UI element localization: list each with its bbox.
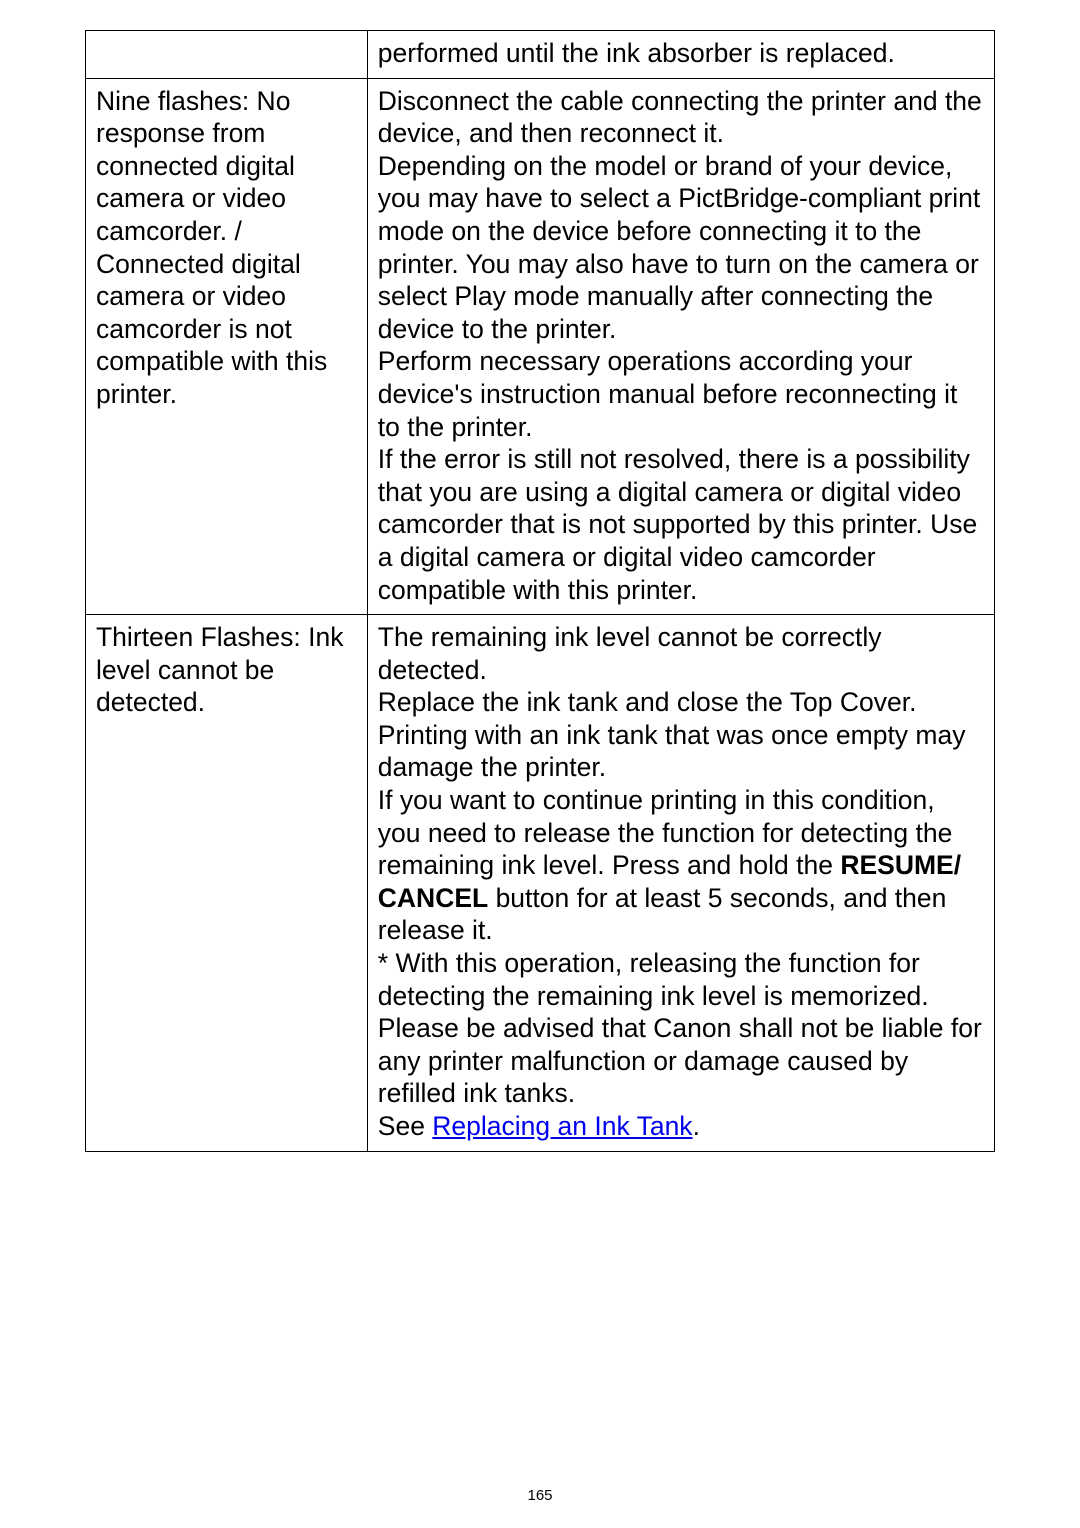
problem-cell: Nine flashes: No response from connected… — [86, 78, 368, 615]
table-row: Thirteen Flashes: Ink level cannot be de… — [86, 615, 995, 1152]
action-cell: performed until the ink absorber is repl… — [367, 31, 994, 79]
replacing-ink-tank-link[interactable]: Replacing an Ink Tank — [432, 1111, 692, 1141]
problem-cell: Thirteen Flashes: Ink level cannot be de… — [86, 615, 368, 1152]
text-segment: . — [693, 1111, 700, 1141]
table-row: performed until the ink absorber is repl… — [86, 31, 995, 79]
problem-cell — [86, 31, 368, 79]
text-segment: The remaining ink level cannot be correc… — [378, 622, 966, 880]
action-cell: Disconnect the cable connecting the prin… — [367, 78, 994, 615]
troubleshooting-table: performed until the ink absorber is repl… — [85, 30, 995, 1152]
page-number: 165 — [0, 1487, 1080, 1504]
page-content: performed until the ink absorber is repl… — [0, 0, 1080, 1152]
text-segment: button for at least 5 seconds, and then … — [378, 883, 982, 1141]
table-row: Nine flashes: No response from connected… — [86, 78, 995, 615]
action-cell: The remaining ink level cannot be correc… — [367, 615, 994, 1152]
